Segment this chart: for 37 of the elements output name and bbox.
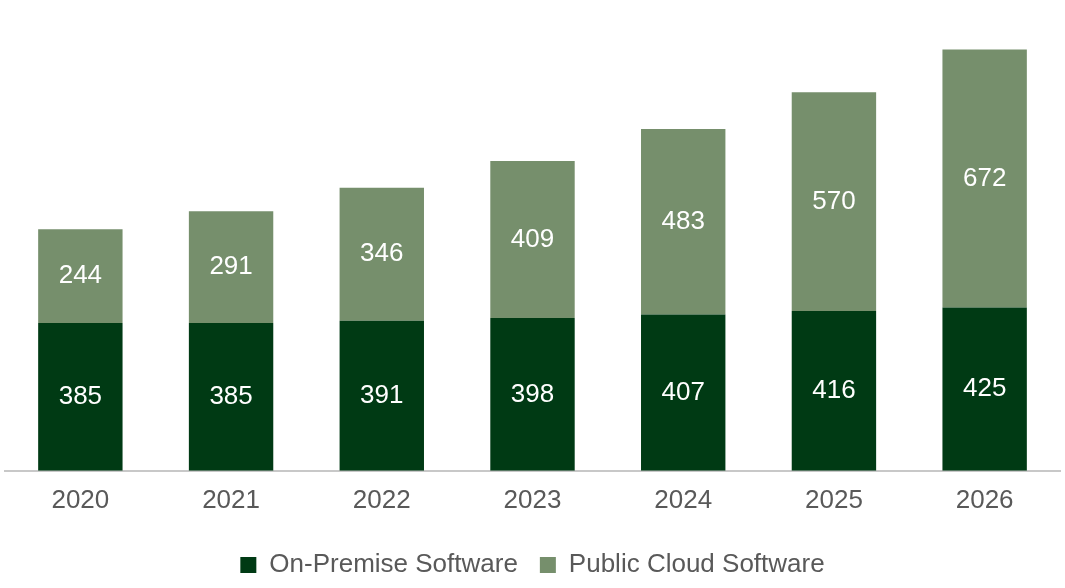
bar	[942, 49, 1027, 308]
data-label: 483	[661, 204, 705, 235]
data-label: 391	[360, 378, 404, 409]
data-label: 409	[510, 222, 555, 253]
bar	[339, 320, 424, 471]
bar	[490, 160, 575, 318]
legend-label: On-Premise Software	[269, 548, 518, 579]
bar	[791, 311, 877, 471]
x-tick-label: 2023	[503, 483, 562, 514]
data-label: 570	[812, 184, 856, 215]
data-label: 416	[812, 374, 856, 405]
data-label: 672	[962, 161, 1007, 192]
bar	[339, 187, 424, 321]
data-label: 407	[661, 375, 705, 406]
data-label: 398	[510, 377, 555, 408]
data-label: 425	[962, 372, 1007, 403]
bar	[188, 211, 274, 323]
x-tick-label: 2021	[202, 483, 260, 514]
bar	[641, 314, 726, 471]
data-label: 291	[209, 250, 253, 281]
x-tick-label: 2026	[955, 483, 1014, 514]
data-label: 346	[360, 237, 404, 268]
bar	[188, 322, 274, 471]
bar	[490, 317, 575, 471]
data-label: 385	[209, 380, 253, 411]
data-label: 244	[58, 259, 103, 290]
data-label: 385	[58, 380, 103, 411]
bar	[942, 307, 1027, 471]
x-tick-label: 2025	[805, 483, 863, 514]
bar	[791, 92, 877, 312]
x-tick-label: 2024	[654, 483, 713, 514]
bar	[38, 229, 123, 323]
legend-label: Public Cloud Software	[568, 548, 825, 579]
bar	[38, 322, 123, 471]
x-tick-label: 2022	[352, 483, 411, 514]
bar	[641, 129, 726, 315]
x-tick-label: 2020	[51, 483, 110, 514]
